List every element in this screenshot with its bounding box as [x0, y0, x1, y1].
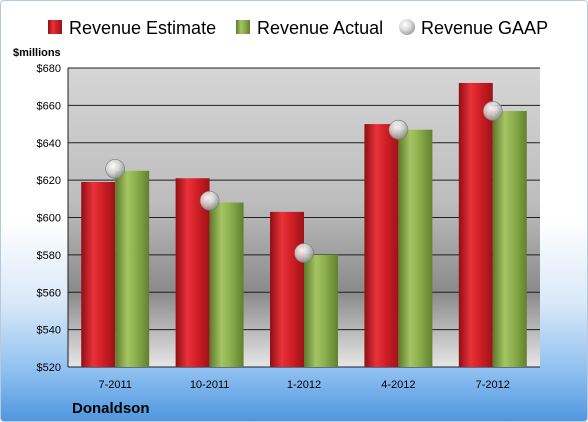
y-tick-label: $600: [37, 213, 61, 225]
legend-label-estimate: Revenue Estimate: [69, 18, 216, 38]
x-tick-label: 1-2012: [287, 379, 321, 391]
legend-label-gaap: Revenue GAAP: [421, 18, 548, 38]
legend-label-actual: Revenue Actual: [257, 18, 383, 38]
legend-item-estimate: Revenue Estimate: [48, 18, 216, 38]
gaap-marker: [388, 119, 409, 140]
bar-revenue-actual: [304, 254, 338, 367]
company-name: Donaldson: [72, 400, 150, 417]
gaap-marker: [199, 190, 220, 211]
legend: Revenue Estimate Revenue Actual Revenue …: [48, 18, 548, 38]
bar-revenue-estimate: [81, 181, 116, 367]
bar-revenue-estimate: [458, 82, 493, 367]
x-tick-label: 7-2012: [476, 379, 510, 391]
bar-revenue-actual: [492, 110, 527, 367]
legend-swatch-gaap: [399, 19, 415, 35]
y-tick-label: $660: [37, 100, 61, 112]
gaap-marker: [105, 159, 125, 179]
legend-item-gaap: Revenue GAAP: [399, 18, 548, 38]
y-tick-label: $540: [37, 325, 61, 337]
y-tick-label: $520: [37, 362, 61, 374]
y-axis-label: $millions: [13, 47, 61, 59]
bar-revenue-actual: [209, 202, 244, 367]
y-tick-label: $620: [37, 175, 61, 187]
bars: [81, 82, 527, 367]
bar-revenue-estimate: [175, 178, 210, 367]
bar-revenue-estimate: [270, 211, 304, 367]
y-tick-label: $560: [37, 287, 61, 299]
x-axis-ticks: 7-2011 10-2011 1-2012 4-2012 7-2012: [98, 379, 509, 391]
gaap-markers: [105, 101, 503, 263]
legend-item-actual: Revenue Actual: [236, 18, 383, 38]
gaap-marker: [482, 101, 503, 121]
x-tick-label: 7-2011: [98, 379, 131, 391]
y-tick-label: $680: [37, 63, 61, 75]
bar-revenue-actual: [398, 129, 433, 367]
y-tick-label: $640: [37, 138, 61, 150]
legend-swatch-actual: [236, 20, 250, 34]
gaap-marker: [294, 243, 314, 263]
x-tick-label: 4-2012: [381, 379, 415, 391]
legend-swatch-estimate: [48, 20, 62, 34]
bar-revenue-actual: [115, 170, 150, 367]
x-tick-label: 10-2011: [190, 379, 230, 391]
y-axis-ticks: $520 $540 $560 $580 $600 $620 $640 $660 $680: [37, 63, 61, 374]
y-tick-label: $580: [37, 250, 61, 262]
bar-revenue-estimate: [364, 124, 399, 367]
